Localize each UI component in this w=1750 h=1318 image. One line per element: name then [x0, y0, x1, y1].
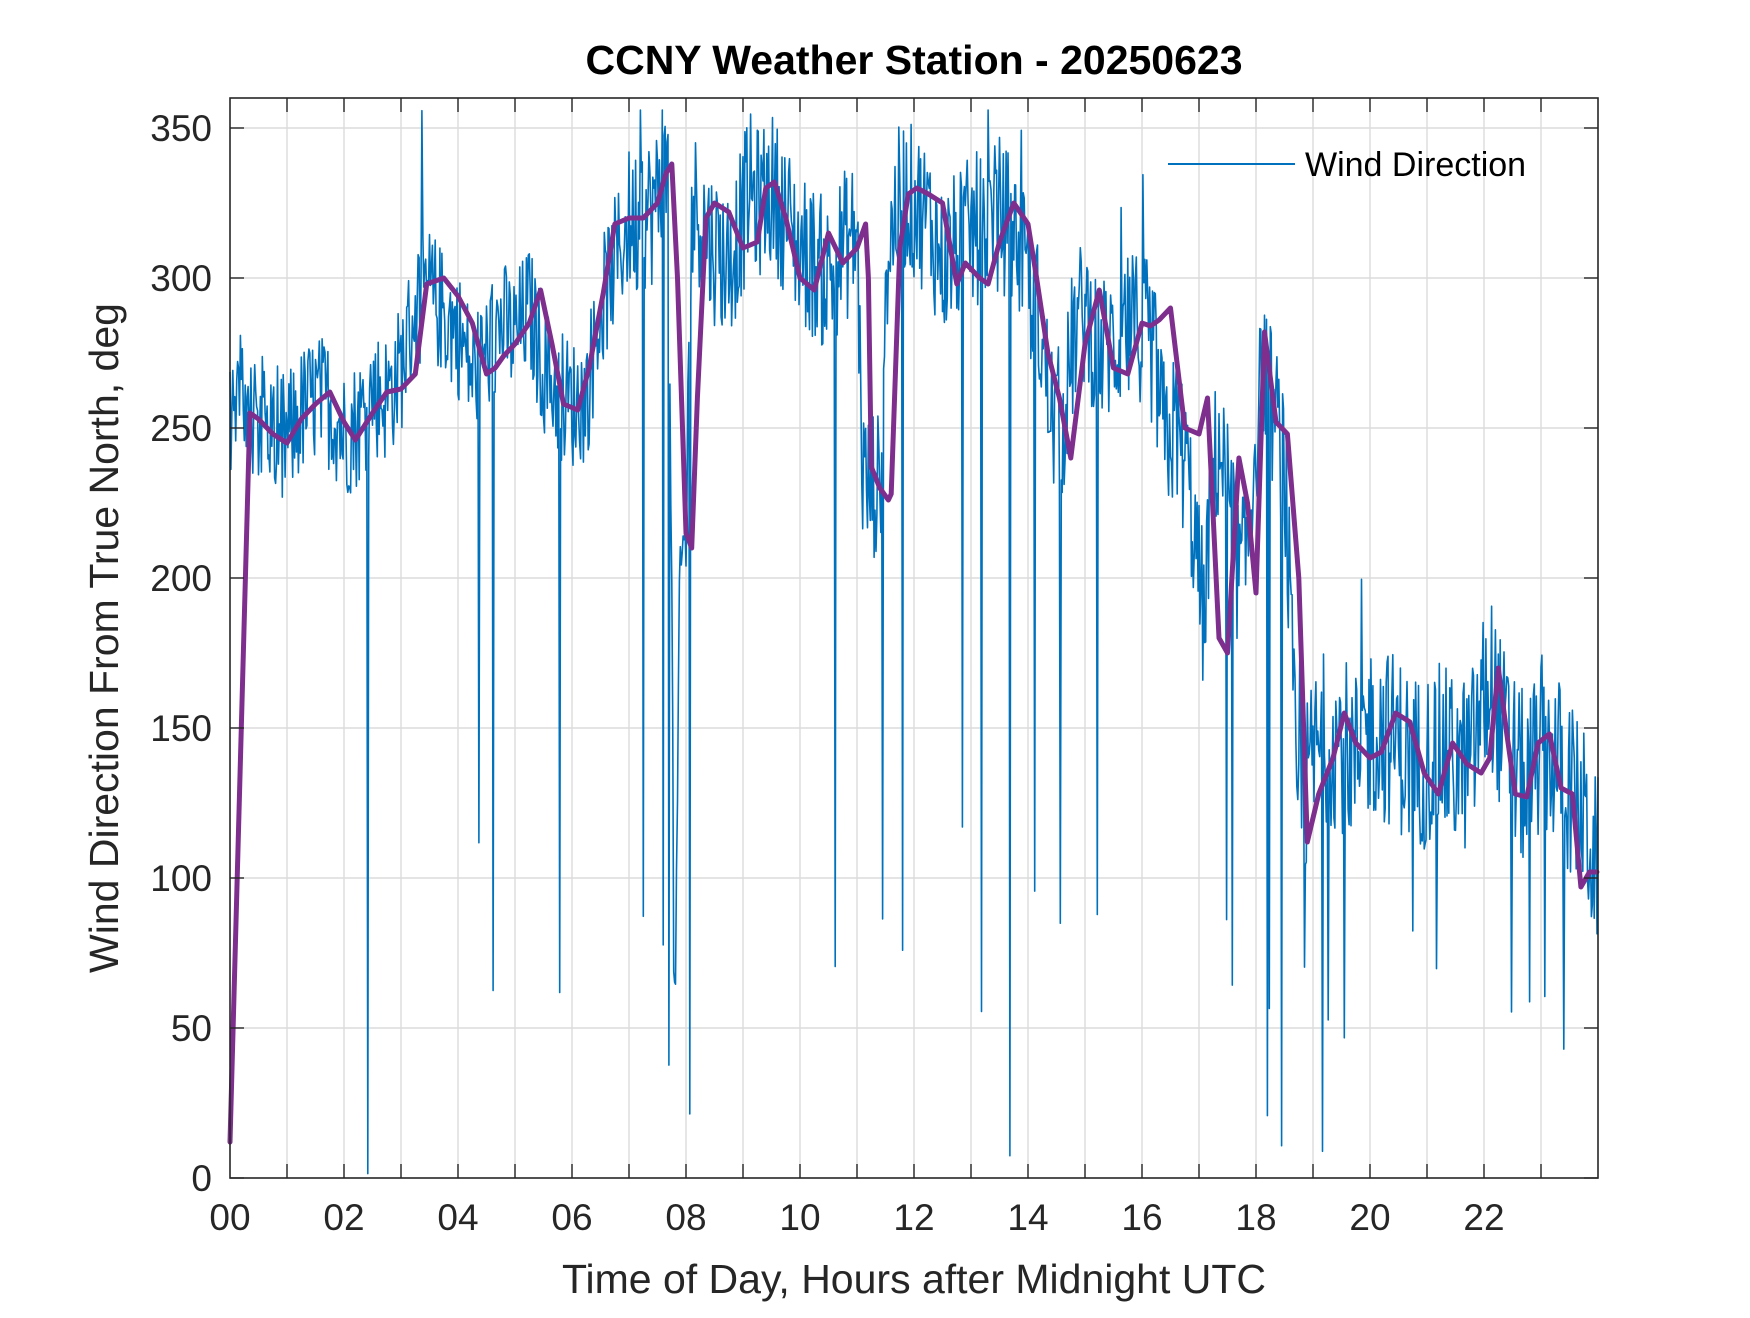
- x-tick-label: 08: [665, 1197, 706, 1238]
- series-line-running-mean: [227, 161, 1600, 1145]
- y-tick-label: 50: [171, 1008, 212, 1049]
- y-tick-label: 100: [150, 858, 212, 899]
- mean-series-layer: [227, 161, 1600, 1145]
- x-tick-label: 18: [1235, 1197, 1276, 1238]
- x-tick-label: 14: [1007, 1197, 1048, 1238]
- y-axis-label: Wind Direction From True North, deg: [81, 303, 127, 973]
- x-tick-label: 02: [323, 1197, 364, 1238]
- legend: Wind Direction: [1168, 146, 1526, 184]
- x-tick-label: 22: [1463, 1197, 1504, 1238]
- axis-ticks: [230, 98, 1598, 1179]
- x-tick-label: 12: [893, 1197, 934, 1238]
- x-tick-label: 06: [551, 1197, 592, 1238]
- y-tick-label: 350: [150, 108, 212, 149]
- axis-tick-labels: 0 50 100 150 200 250 300 350 00 02 04 06 08 10 12 14 16 1…: [150, 108, 1504, 1238]
- y-tick-label: 300: [150, 258, 212, 299]
- grid-lines: [230, 98, 1598, 1178]
- y-tick-label: 250: [150, 408, 212, 449]
- legend-label-wind-direction: Wind Direction: [1305, 146, 1526, 184]
- x-tick-label: 16: [1121, 1197, 1162, 1238]
- x-tick-label: 10: [779, 1197, 820, 1238]
- y-tick-label: 150: [150, 708, 212, 749]
- x-tick-label: 04: [437, 1197, 478, 1238]
- x-tick-label: 00: [209, 1197, 250, 1238]
- y-tick-label: 0: [191, 1158, 212, 1199]
- raw-series-layer: [229, 109, 1599, 1175]
- y-tick-label: 200: [150, 558, 212, 599]
- x-tick-label: 20: [1349, 1197, 1390, 1238]
- x-axis-label: Time of Day, Hours after Midnight UTC: [562, 1256, 1266, 1302]
- series-line-wind-direction: [229, 109, 1599, 1175]
- chart-title: CCNY Weather Station - 20250623: [585, 37, 1242, 83]
